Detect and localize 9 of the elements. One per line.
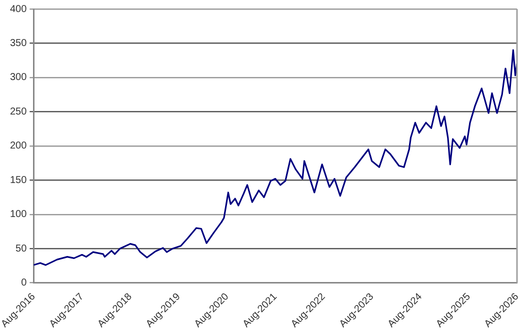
y-tick-label: 250 bbox=[10, 106, 28, 118]
y-tick-label: 50 bbox=[16, 243, 28, 254]
y-tick-label: 150 bbox=[10, 174, 28, 186]
y-tick-label: 0 bbox=[21, 278, 28, 289]
y-tick-label: 350 bbox=[10, 38, 28, 49]
y-tick-label: 100 bbox=[10, 209, 28, 220]
y-tick-label: 200 bbox=[10, 140, 28, 152]
y-tick-label: 400 bbox=[10, 4, 28, 15]
y-tick-label: 300 bbox=[10, 72, 28, 84]
